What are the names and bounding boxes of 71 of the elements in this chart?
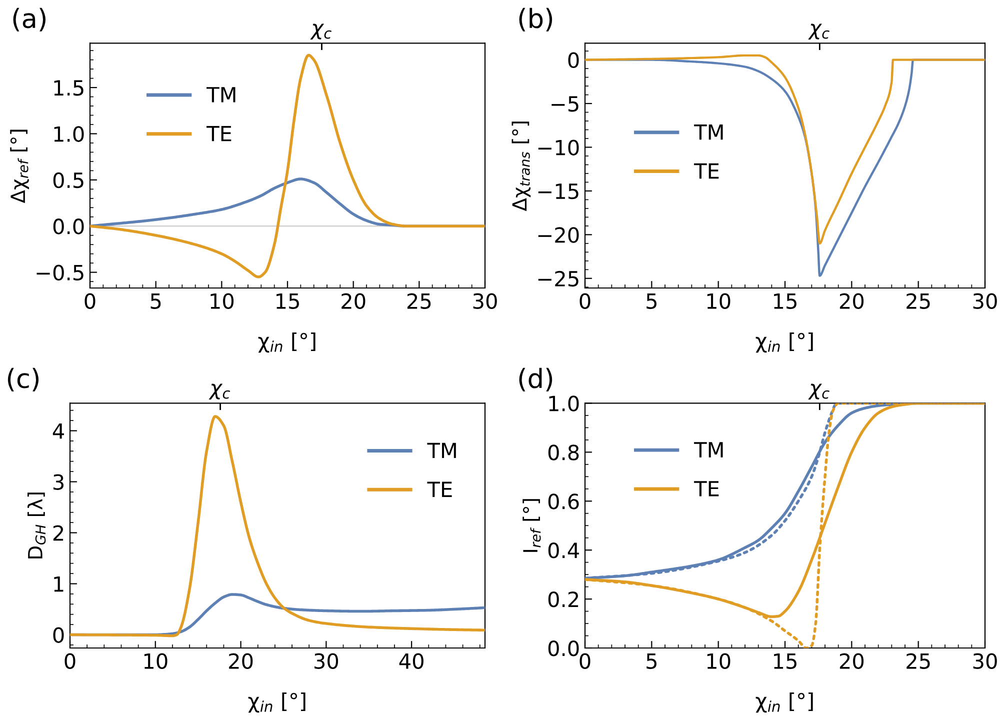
y-tick-label: 0.0 [53, 218, 84, 234]
x-tick-label: 0 [580, 653, 590, 669]
x-axis-title: χ$_{in}$ [°] [248, 692, 306, 713]
y-tick-label: 1 [54, 576, 64, 592]
x-tick-label: 0 [580, 293, 590, 309]
x-tick-label: 5 [646, 654, 656, 669]
y-tick-label: 1.5 [54, 80, 84, 96]
ref-line-label: χ$_{c}$ [208, 384, 230, 400]
y-axis-title: Δχ$_{trans}$ [°] [512, 122, 531, 212]
y-tick-label: 0 [568, 52, 579, 68]
y-tick-label: 0.8 [548, 444, 579, 460]
x-tick-label: 15 [774, 654, 796, 669]
legend-label: TE [694, 163, 719, 179]
x-tick-label: 10 [144, 653, 168, 669]
chart-title: (a) [13, 8, 46, 32]
y-tick-label: 0.4 [548, 542, 579, 558]
y-tick-label: 0.0 [548, 640, 579, 656]
x-tick-label: 5 [646, 294, 656, 309]
y-tick-label: 3 [53, 474, 64, 490]
x-tick-label: 25 [906, 293, 930, 309]
y-axis-title: Δχ$_{ref}$ [°] [10, 130, 29, 204]
x-tick-label: 15 [774, 294, 796, 309]
ref-line-label: χ$_{c}$ [808, 24, 830, 40]
x-tick-label: 30 [314, 653, 338, 669]
legend-label: TM [694, 442, 723, 458]
x-tick-label: 25 [906, 653, 930, 669]
legend-label: TE [206, 126, 232, 142]
y-tick-label: −25 [538, 270, 578, 287]
x-tick-label: 20 [342, 293, 366, 309]
y-axis-title: D$_{GH}$ [λ] [28, 492, 46, 558]
y-tick-label: 0.5 [53, 172, 84, 188]
x-axis-title: χ$_{in}$ [°] [756, 692, 813, 713]
x-tick-label: 25 [407, 293, 431, 309]
chart-title: (b) [519, 8, 552, 32]
y-tick-label: 4 [52, 423, 64, 439]
x-tick-label: 15 [276, 294, 299, 309]
y-tick-label: 1.0 [549, 396, 579, 412]
x-tick-label: 40 [399, 653, 424, 669]
y-tick-label: −15 [538, 184, 578, 200]
y-tick-label: −5 [552, 96, 578, 112]
y-tick-label: 2 [53, 525, 64, 541]
y-tick-label: 0 [53, 627, 64, 643]
x-tick-label: 20 [840, 653, 864, 669]
x-tick-label: 20 [229, 653, 253, 669]
x-tick-label: 30 [973, 293, 997, 309]
y-tick-label: −0.5 [36, 264, 84, 281]
y-tick-label: −20 [538, 227, 579, 243]
x-tick-label: 5 [150, 294, 161, 309]
chart-title: (d) [519, 368, 552, 392]
chart-title: (c) [8, 368, 39, 392]
legend-label: TE [694, 481, 719, 496]
x-tick-label: 10 [210, 293, 234, 309]
y-tick-label: 1.0 [54, 126, 84, 142]
legend-label: TM [427, 442, 456, 458]
x-tick-label: 10 [707, 653, 730, 669]
x-tick-label: 20 [840, 293, 864, 309]
legend-label: TM [206, 87, 236, 102]
x-tick-label: 10 [707, 293, 730, 309]
y-axis-title: I$_{ref}$ [°] [522, 499, 541, 552]
x-tick-label: 30 [973, 653, 997, 669]
y-tick-label: 0.6 [548, 494, 579, 510]
x-tick-label: 0 [84, 293, 96, 309]
y-tick-label: −10 [538, 140, 579, 156]
legend-label: TM [694, 124, 723, 140]
x-axis-title: χ$_{in}$ [°] [258, 332, 316, 353]
x-axis-title: χ$_{in}$ [°] [756, 332, 813, 353]
x-tick-label: 30 [473, 293, 497, 309]
y-tick-label: 0.2 [548, 591, 578, 608]
legend-label: TE [427, 482, 452, 497]
ref-line-label: χ$_{c}$ [310, 24, 332, 40]
ref-line-label: χ$_{c}$ [808, 384, 830, 400]
